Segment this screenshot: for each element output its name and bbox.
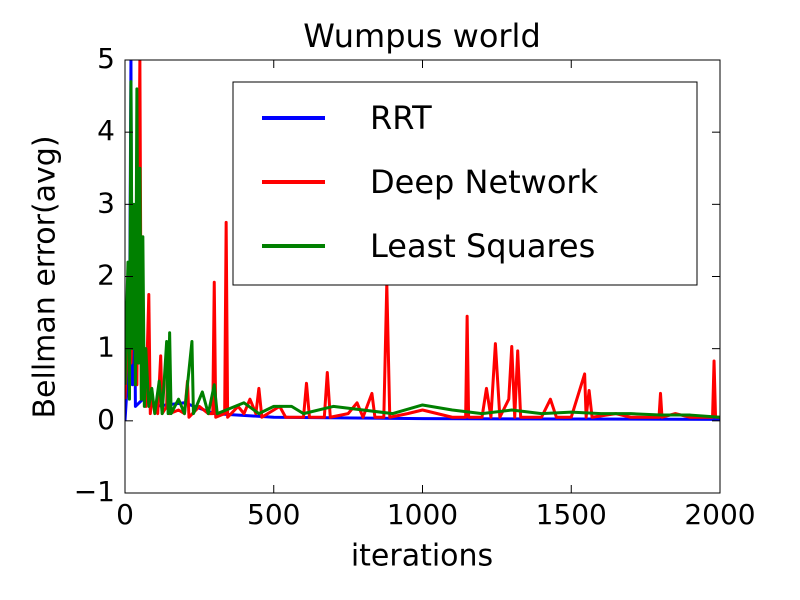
x-tick-label: 1000: [387, 498, 458, 531]
y-tick-label: 5: [97, 42, 115, 75]
y-tick-label: 1: [97, 331, 115, 364]
y-axis-label: Bellman error(avg): [28, 135, 63, 418]
chart-title: Wumpus world: [303, 17, 541, 55]
y-tick-label: 3: [97, 186, 115, 219]
x-tick-label: 0: [116, 498, 134, 531]
plot-lines: [125, 60, 720, 421]
y-tick-label: 4: [97, 114, 115, 147]
x-tick-label: 2000: [684, 498, 755, 531]
y-tick-label: −1: [74, 475, 115, 508]
legend-label: Least Squares: [370, 227, 595, 265]
x-tick-label: 500: [247, 498, 300, 531]
x-axis-label: iterations: [351, 539, 493, 574]
data-line: [125, 60, 720, 419]
y-tick-label: 0: [97, 403, 115, 436]
y-tick-label: 2: [97, 259, 115, 292]
legend: RRT Deep Network Least Squares: [232, 81, 698, 286]
data-line: [125, 80, 720, 419]
x-tick-label: 1500: [536, 498, 607, 531]
legend-label: RRT: [370, 99, 432, 137]
plot-frame: [124, 59, 721, 494]
legend-label: Deep Network: [370, 163, 599, 201]
